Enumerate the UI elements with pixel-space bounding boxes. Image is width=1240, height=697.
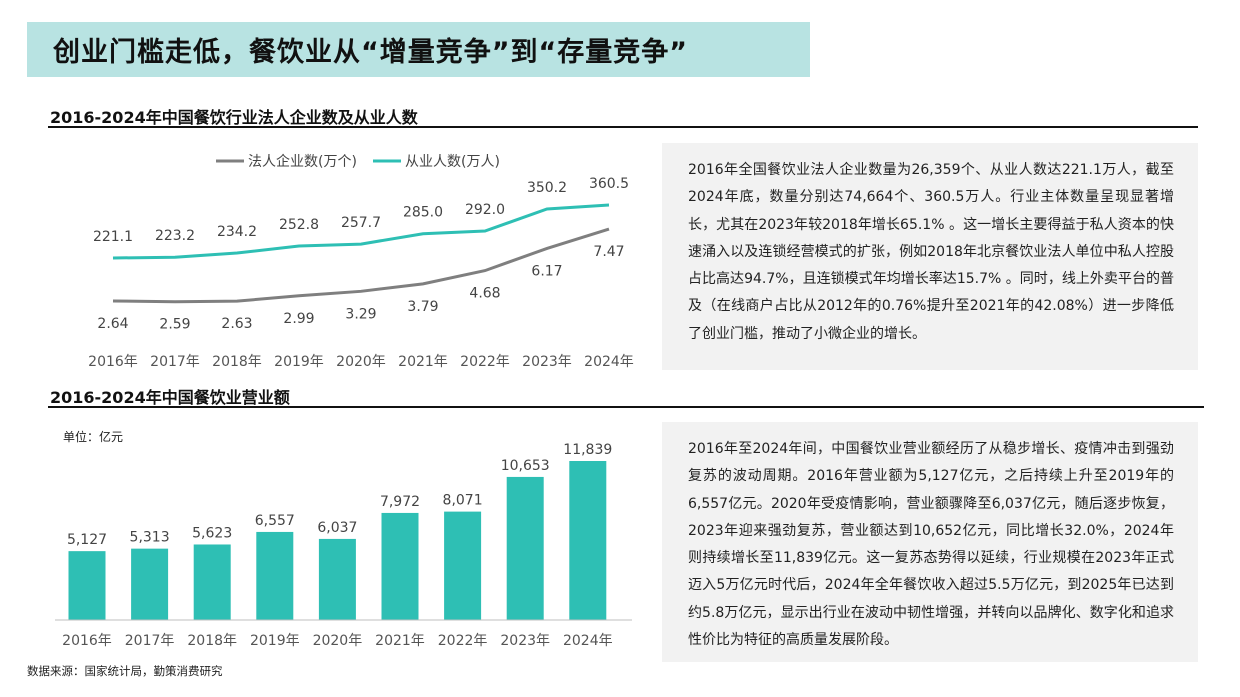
bar xyxy=(381,512,419,620)
bar xyxy=(569,461,607,620)
x-tick-label: 2020年 xyxy=(313,633,363,649)
x-tick-label: 2024年 xyxy=(563,633,613,649)
bar-value-label: 6,557 xyxy=(255,513,295,529)
data-label: 350.2 xyxy=(527,180,567,196)
bar-value-label: 7,972 xyxy=(380,494,420,510)
data-label: 3.79 xyxy=(407,299,438,315)
x-tick-label: 2018年 xyxy=(212,354,262,370)
bar-value-label: 8,071 xyxy=(443,493,483,509)
data-label: 2.59 xyxy=(159,317,190,333)
bar xyxy=(131,548,169,620)
section1-text: 2016年全国餐饮业法人企业数量为26,359个、从业人数达221.1万人，截至… xyxy=(662,143,1198,370)
x-tick-label: 2022年 xyxy=(438,633,488,649)
bar xyxy=(193,544,231,620)
data-label: 292.0 xyxy=(465,202,505,218)
data-label: 234.2 xyxy=(217,224,257,240)
data-label: 7.47 xyxy=(593,244,624,260)
section1-divider xyxy=(48,126,1198,128)
bar-value-label: 10,653 xyxy=(501,458,550,474)
legend-label-0: 法人企业数(万个) xyxy=(248,153,357,170)
title-banner: 创业门槛走低，餐饮业从“增量竞争”到“存量竞争” xyxy=(27,22,810,77)
x-tick-label: 2016年 xyxy=(62,633,112,649)
bar-value-label: 5,623 xyxy=(192,525,232,541)
data-source: 数据来源：国家统计局，勤策消费研究 xyxy=(27,664,223,678)
x-tick-label: 2020年 xyxy=(336,354,386,370)
unit-label: 单位：亿元 xyxy=(63,429,123,444)
data-label: 2.63 xyxy=(221,316,252,332)
bar-value-label: 5,127 xyxy=(67,532,107,548)
x-tick-label: 2017年 xyxy=(150,354,200,370)
section2-text: 2016年至2024年间，中国餐饮业营业额经历了从稳步增长、疫情冲击到强劲复苏的… xyxy=(662,422,1198,662)
data-label: 257.7 xyxy=(341,215,381,231)
bar-value-label: 5,313 xyxy=(130,530,170,546)
x-tick-label: 2023年 xyxy=(522,354,572,370)
bar xyxy=(256,531,294,620)
data-label: 223.2 xyxy=(155,228,195,244)
line-chart: 法人企业数(万个) 2.64 2.59 2.63 2.99 3.29 3.79 4.68 6.1… xyxy=(88,153,634,370)
data-label: 360.5 xyxy=(589,176,629,192)
bar-chart: 单位：亿元 5,127 2016年 5,313 2017年 5,623 2018年 6,557… xyxy=(55,429,632,649)
data-label: 3.29 xyxy=(345,306,376,322)
x-tick-label: 2017年 xyxy=(125,633,175,649)
data-label: 285.0 xyxy=(403,205,443,221)
page-title: 创业门槛走低，餐饮业从“增量竞争”到“存量竞争” xyxy=(53,37,688,68)
data-label: 221.1 xyxy=(93,229,133,245)
legend-label-1: 从业人数(万人) xyxy=(405,154,500,170)
bar xyxy=(506,476,544,620)
section1-title: 2016-2024年中国餐饮行业法人企业数及从业人数 xyxy=(50,108,418,127)
x-tick-label: 2016年 xyxy=(88,354,138,370)
data-label: 252.8 xyxy=(279,217,319,233)
section2-title: 2016-2024年中国餐饮业营业额 xyxy=(50,388,290,407)
x-tick-label: 2021年 xyxy=(398,354,448,370)
x-tick-label: 2018年 xyxy=(187,633,237,649)
series-line-1 xyxy=(112,203,610,260)
x-tick-label: 2024年 xyxy=(584,354,634,370)
x-tick-label: 2021年 xyxy=(375,633,425,649)
data-label: 4.68 xyxy=(469,286,500,302)
data-label: 2.64 xyxy=(97,316,128,332)
x-tick-label: 2019年 xyxy=(250,633,300,649)
bar xyxy=(444,511,482,620)
bar xyxy=(318,538,356,620)
x-tick-label: 2022年 xyxy=(460,354,510,370)
x-tick-label: 2019年 xyxy=(274,354,324,370)
bar-value-label: 11,839 xyxy=(563,442,612,458)
bar xyxy=(68,551,106,620)
data-label: 6.17 xyxy=(531,263,562,279)
series-line-0 xyxy=(112,227,610,304)
x-tick-label: 2023年 xyxy=(500,633,550,649)
section2-divider xyxy=(48,406,1204,408)
data-label: 2.99 xyxy=(283,311,314,327)
bar-value-label: 6,037 xyxy=(317,520,357,536)
